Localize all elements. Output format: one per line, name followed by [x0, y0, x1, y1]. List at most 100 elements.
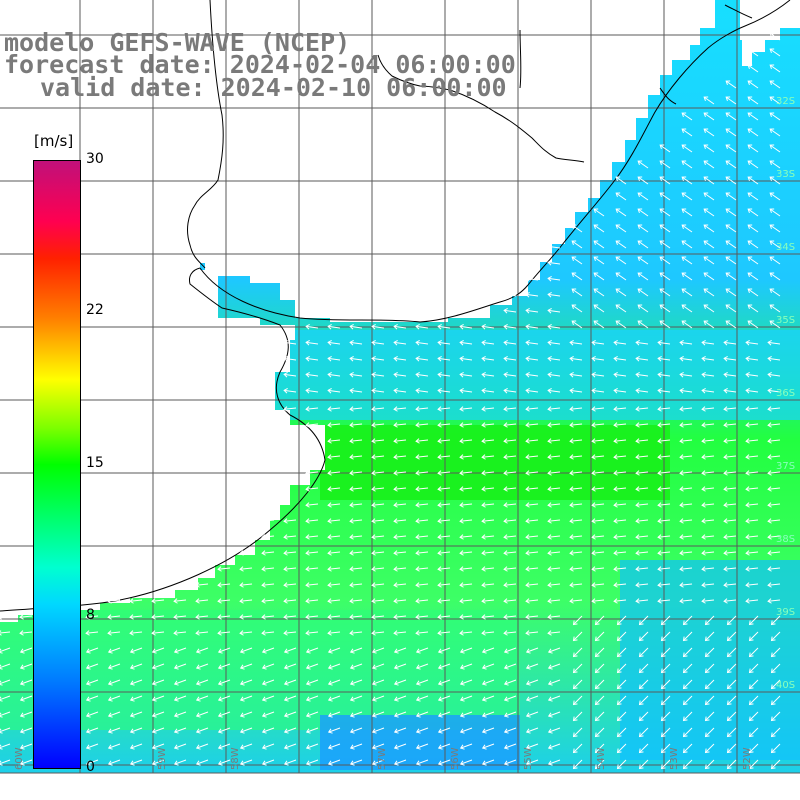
wind-arrow: [769, 96, 781, 105]
wind-arrow: [328, 759, 341, 765]
wind-arrow-head: [349, 422, 354, 428]
wind-arrow-head: [481, 760, 487, 766]
wind-arrow-head: [459, 340, 464, 346]
wind-arrow-head: [503, 324, 508, 330]
wind-arrow: [592, 455, 605, 458]
wind-arrow-head: [701, 422, 706, 428]
wind-arrow-head: [660, 636, 666, 642]
wind-arrow: [174, 599, 187, 602]
wind-arrow: [350, 567, 363, 570]
wind-arrow: [394, 423, 407, 426]
wind-arrow-head: [371, 422, 376, 428]
wind-arrow-head: [745, 550, 750, 556]
wind-arrow: [702, 373, 715, 377]
wind-arrow-head: [459, 356, 464, 362]
wind-arrow-head: [371, 598, 376, 604]
wind-arrow: [747, 208, 759, 217]
wind-arrow-head: [703, 112, 709, 118]
wind-arrow-head: [747, 320, 753, 326]
wind-arrow-head: [547, 760, 553, 766]
wind-arrow-head: [459, 388, 464, 394]
wind-arrow: [548, 389, 561, 393]
wind-arrow-head: [217, 680, 223, 686]
wind-arrow-head: [679, 454, 684, 460]
wind-arrow-head: [415, 680, 421, 686]
wind-arrow-head: [637, 176, 643, 182]
lon-label: 53W: [669, 747, 680, 770]
wind-arrow-head: [0, 696, 3, 702]
wind-arrow: [725, 128, 737, 137]
wind-arrow: [504, 439, 517, 442]
wind-arrow-head: [415, 760, 421, 766]
wind-arrow: [746, 389, 759, 393]
wind-arrow-head: [371, 388, 376, 394]
wind-arrow-head: [679, 340, 684, 346]
wind-arrow: [769, 224, 781, 233]
wind-arrow-head: [327, 680, 333, 686]
wind-arrow-head: [679, 406, 684, 412]
wind-arrow: [614, 487, 627, 490]
wind-arrow: [350, 423, 363, 426]
lat-label: 36S: [776, 388, 795, 399]
wind-arrow: [769, 128, 781, 137]
wind-arrow: [218, 679, 231, 685]
wind-arrow: [372, 599, 385, 602]
wind-arrow: [727, 647, 737, 657]
wind-arrow: [86, 759, 99, 765]
wind-arrow: [769, 160, 781, 169]
wind-arrow: [328, 551, 341, 554]
wind-arrow: [372, 647, 385, 653]
wind-arrow-head: [638, 636, 644, 642]
wind-arrow-head: [613, 486, 618, 492]
wind-arrow: [86, 711, 99, 717]
wind-arrow-head: [659, 272, 665, 278]
wind-arrow: [460, 357, 473, 361]
wind-arrow-head: [769, 288, 775, 294]
wind-arrow: [306, 759, 319, 765]
wind-arrow: [284, 551, 297, 554]
wind-arrow-head: [459, 696, 465, 702]
wind-arrow-head: [503, 534, 508, 540]
wind-arrow: [636, 373, 649, 377]
wind-arrow: [526, 389, 539, 393]
wind-arrow-head: [569, 422, 574, 428]
wind-arrow-head: [415, 566, 420, 572]
colorbar-tick: 30: [86, 151, 104, 167]
wind-arrow-head: [615, 176, 621, 182]
wind-arrow: [328, 519, 341, 522]
wind-arrow: [482, 599, 495, 602]
wind-arrow: [108, 615, 121, 618]
wind-arrow-head: [173, 728, 179, 734]
wind-arrow-head: [437, 388, 442, 394]
wind-arrow-head: [770, 652, 776, 658]
wind-arrow-head: [701, 582, 706, 588]
wind-arrow: [639, 727, 649, 737]
wind-arrow-head: [703, 160, 709, 166]
wind-arrow-head: [681, 128, 687, 134]
wind-arrow-head: [748, 764, 754, 770]
wind-arrow-head: [459, 550, 464, 556]
wind-arrow-head: [747, 144, 753, 150]
wind-arrow-head: [415, 388, 420, 394]
wind-arrow-head: [0, 680, 3, 686]
wind-arrow: [769, 80, 781, 89]
wind-arrow-head: [261, 534, 266, 540]
wind-arrow-head: [415, 518, 420, 524]
wind-arrow-head: [616, 668, 622, 674]
wind-arrow: [394, 439, 407, 442]
wind-arrow-head: [638, 748, 644, 754]
wind-arrow: [746, 407, 759, 410]
wind-arrow-head: [704, 636, 710, 642]
wind-arrow: [615, 224, 627, 233]
wind-arrow-head: [657, 486, 662, 492]
wind-arrow-head: [305, 470, 310, 476]
wind-arrow-head: [415, 372, 420, 378]
wind-arrow: [20, 695, 33, 701]
wind-arrow-head: [745, 372, 750, 378]
wind-arrow: [526, 647, 539, 653]
wind-arrow-head: [503, 372, 508, 378]
wind-arrow: [548, 439, 561, 442]
wind-arrow-head: [437, 760, 443, 766]
wind-arrow-head: [547, 340, 552, 346]
wind-arrow-head: [747, 160, 753, 166]
